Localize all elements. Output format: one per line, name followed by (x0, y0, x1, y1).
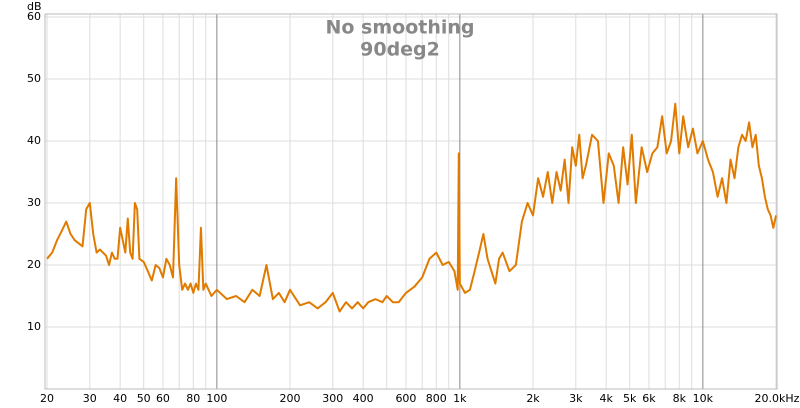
plot-frame (44, 13, 778, 390)
x-tick-label: 3k (569, 392, 583, 405)
x-tick-label: 80 (186, 392, 200, 405)
x-tick-label: 20.0kHz (755, 392, 800, 405)
x-tick-label: 60 (156, 392, 170, 405)
x-tick-label: 400 (353, 392, 374, 405)
plot (46, 102, 777, 313)
y-tick-label: 50 (27, 72, 41, 85)
x-tick-label: 300 (322, 392, 343, 405)
x-tick-label: 1k (453, 392, 467, 405)
y-tick-label: 40 (27, 134, 41, 147)
chart-subtitle: 90deg2 (360, 39, 440, 61)
response-line (46, 102, 777, 313)
y-tick-label: 20 (27, 258, 41, 271)
x-tick-label: 30 (83, 392, 97, 405)
x-tick-label: 50 (137, 392, 151, 405)
x-tick-label: 20 (40, 392, 54, 405)
x-tick-label: 800 (426, 392, 447, 405)
x-tick-label: 100 (206, 392, 227, 405)
x-tick-label: 40 (113, 392, 127, 405)
y-tick-label: 30 (27, 196, 41, 209)
x-tick-label: 600 (395, 392, 416, 405)
y-tick-label: 60 (27, 10, 41, 23)
y-axis-unit: dB (27, 0, 42, 13)
x-tick-label: 2k (526, 392, 540, 405)
x-tick-label: 8k (673, 392, 687, 405)
chart-title: No smoothing (325, 17, 474, 39)
y-tick-label: 10 (27, 320, 41, 333)
x-tick-label: 6k (642, 392, 656, 405)
grid (45, 14, 777, 389)
x-tick-label: 200 (280, 392, 301, 405)
x-tick-label: 10k (693, 392, 714, 405)
x-tick-label: 5k (623, 392, 637, 405)
x-tick-label: 4k (599, 392, 613, 405)
